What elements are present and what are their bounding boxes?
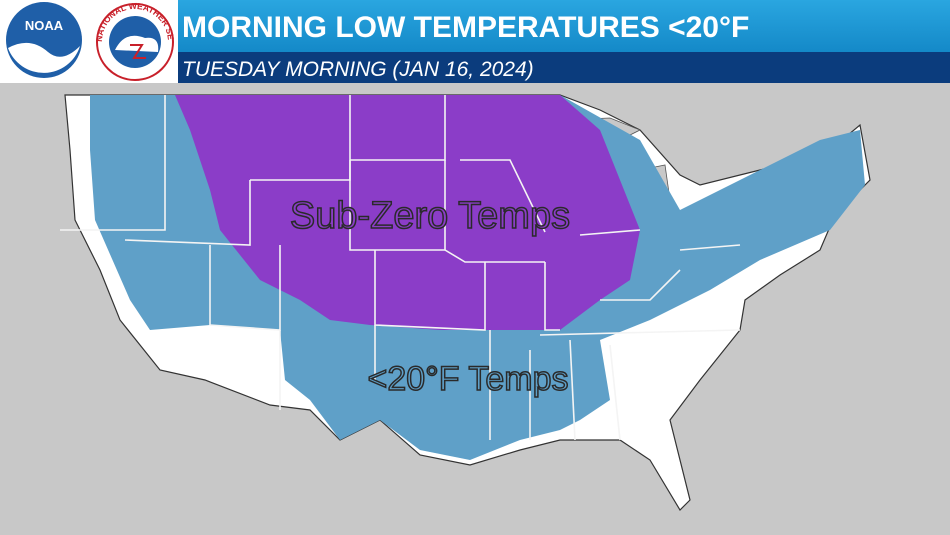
noaa-logo: NOAA: [6, 2, 82, 78]
title: MORNING LOW TEMPERATURES <20°F: [182, 11, 749, 44]
noaa-logo-text: NOAA: [25, 18, 64, 33]
sub-zero-area: [175, 95, 640, 330]
map-label: <20°F Temps: [367, 360, 568, 398]
state-borders: [60, 95, 741, 441]
subtitle: TUESDAY MORNING (JAN 16, 2024): [182, 58, 534, 81]
map-label: Sub-Zero Temps: [290, 195, 570, 237]
